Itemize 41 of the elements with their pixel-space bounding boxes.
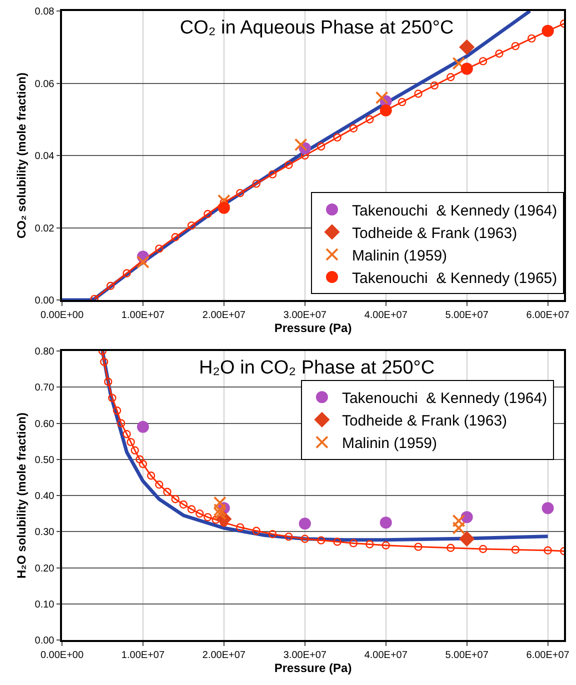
y-tick-label: 0.00 <box>34 636 55 646</box>
x-tick-label: 5.00E+07 <box>445 310 489 321</box>
y-tick-label: 0.80 <box>34 346 55 358</box>
y-tick-label: 0.04 <box>34 151 55 162</box>
legend-label: Malinin (1959) <box>342 435 438 452</box>
x-tick-label: 3.00E+07 <box>283 650 327 661</box>
x-tick-label: 1.00E+07 <box>121 650 165 661</box>
x-axis-title: Pressure (Pa) <box>274 321 352 336</box>
x-tick-label: 4.00E+07 <box>364 650 408 661</box>
legend-label: Takenouchi & Kennedy (1964) <box>352 202 558 220</box>
y-tick-label: 0.70 <box>34 382 55 394</box>
x-tick-label: 2.00E+07 <box>202 650 246 661</box>
x-tick-label: 0.00E+00 <box>40 310 84 321</box>
legend-label: Todheide & Frank (1963) <box>342 412 508 430</box>
x-tick-label: 4.00E+07 <box>364 310 408 321</box>
x-tick-label: 6.00E+07 <box>526 650 570 661</box>
y-tick-label: 0.40 <box>34 491 55 502</box>
chart-title: H₂O in CO₂ Phase at 250°C <box>198 358 435 379</box>
x-tick-label: 1.00E+07 <box>121 310 165 321</box>
x-tick-label: 0.00E+00 <box>40 650 84 661</box>
y-axis-title: H₂O solubility (mole fraction) <box>14 412 29 579</box>
x-tick-label: 2.00E+07 <box>202 310 246 321</box>
y-tick-label: 0.50 <box>34 454 55 466</box>
y-tick-label: 0.06 <box>34 78 55 90</box>
legend-label: Todheide & Frank (1963) <box>352 224 518 242</box>
legend-label: Malinin (1959) <box>352 247 448 264</box>
chart-title: CO₂ in Aqueous Phase at 250°C <box>180 18 454 39</box>
y-axis-title: CO₂ solubility (mole fraction) <box>14 72 29 239</box>
legend-label: Takenouchi & Kennedy (1965) <box>352 270 558 287</box>
y-tick-label: 0.08 <box>34 6 55 18</box>
y-tick-label: 0.00 <box>34 296 55 306</box>
x-tick-label: 6.00E+07 <box>526 310 570 321</box>
y-tick-label: 0.10 <box>34 599 55 610</box>
x-axis-title: Pressure (Pa) <box>274 661 352 676</box>
y-tick-label: 0.02 <box>34 223 55 234</box>
y-tick-label: 0.30 <box>34 527 55 538</box>
x-tick-label: 5.00E+07 <box>445 650 489 661</box>
legend-label: Takenouchi & Kennedy (1964) <box>342 390 548 407</box>
y-tick-label: 0.60 <box>34 418 55 430</box>
x-tick-label: 3.00E+07 <box>283 310 327 321</box>
y-tick-label: 0.20 <box>34 563 55 574</box>
